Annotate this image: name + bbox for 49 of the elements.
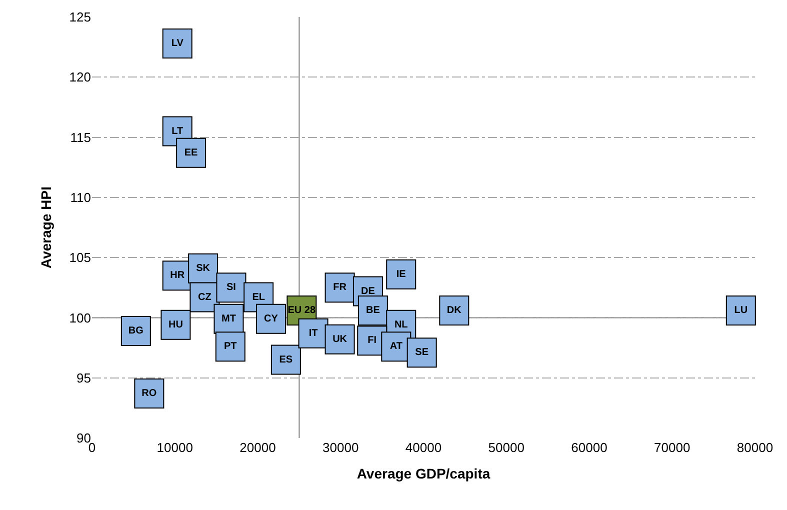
annotation: BG [128,325,144,336]
annotation: HU [168,319,183,330]
annotation: CZ [198,292,212,303]
x-tick-label: 50000 [488,440,524,455]
y-axis-title: Average HPI [38,186,54,268]
annotation: LT [172,126,184,137]
point [176,138,206,168]
annotation: BE [366,305,380,316]
annotation: ES [279,354,293,366]
annotation: PT [224,341,237,352]
y-tick-label: 125 [69,10,91,25]
annotation: DK [446,305,462,316]
annotation: EE [184,147,198,158]
x-tick-label: 80000 [736,440,774,455]
annotation: FI [368,335,377,346]
annotation: SE [415,347,429,358]
annotation: SI [226,282,236,294]
annotation: DE [361,286,376,297]
annotation: EL [252,292,265,303]
x-tick-label: 60000 [571,440,608,455]
y-tick-label: 95 [76,370,91,386]
annotation: FR [333,282,348,294]
x-tick-label: 70000 [654,440,690,455]
y-tick-label: 110 [70,190,91,205]
x-axis-title: Average GDP/capita [356,465,490,482]
annotation: LV [171,38,184,49]
annotation: LU [734,305,748,316]
x-tick-label: 10000 [156,440,193,455]
annotation: UK [332,334,348,345]
annotation: CY [264,313,278,324]
y-tick-label: 100 [69,310,91,326]
x-tick-label: 20000 [240,440,276,455]
annotation: RO [142,388,157,399]
annotation: IE [396,268,406,280]
annotation: EU 28 [288,305,316,316]
annotation: SK [196,262,211,274]
x-tick-label: 40000 [405,440,442,455]
annotation: IT [308,328,318,339]
point [162,28,192,58]
y-tick-label: 115 [70,130,91,145]
annotation: NL [394,319,408,330]
y-tick-label: 120 [69,70,91,85]
point [386,259,416,290]
y-tick-label: 105 [69,250,91,266]
annotation: MT [222,313,236,324]
annotation: AT [390,341,402,352]
point [215,332,246,362]
x-tick-label: 30000 [322,440,359,455]
annotation: HR [170,270,186,282]
